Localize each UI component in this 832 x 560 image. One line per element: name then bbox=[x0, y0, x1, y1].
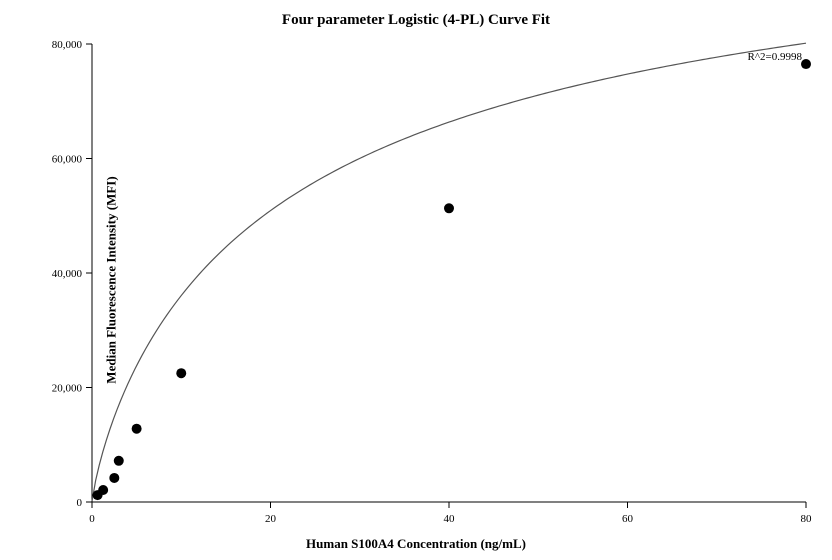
x-tick-label: 60 bbox=[622, 513, 634, 525]
plot-svg: 0 20 40 60 80 0 20,000 40,000 60,000 80,000 R^2=0.… bbox=[0, 0, 832, 560]
data-point bbox=[801, 59, 811, 69]
fit-curve bbox=[92, 43, 806, 501]
data-point bbox=[444, 203, 454, 213]
chart-container: Four parameter Logistic (4-PL) Curve Fit… bbox=[0, 0, 832, 560]
y-tick-label: 60,000 bbox=[52, 154, 83, 166]
x-tick-label: 40 bbox=[444, 513, 456, 525]
x-tick-label: 20 bbox=[265, 513, 277, 525]
data-point bbox=[98, 485, 108, 495]
x-tick-label: 80 bbox=[801, 513, 813, 525]
data-point bbox=[176, 368, 186, 378]
data-point bbox=[132, 424, 142, 434]
x-tick-label: 0 bbox=[89, 513, 95, 525]
y-tick-label: 40,000 bbox=[52, 268, 83, 280]
y-tick-label: 20,000 bbox=[52, 383, 83, 395]
y-tick-label: 80,000 bbox=[52, 39, 83, 51]
data-point bbox=[114, 456, 124, 466]
data-point bbox=[109, 473, 119, 483]
y-tick-label: 0 bbox=[77, 497, 83, 509]
r-squared-label: R^2=0.9998 bbox=[748, 51, 803, 63]
